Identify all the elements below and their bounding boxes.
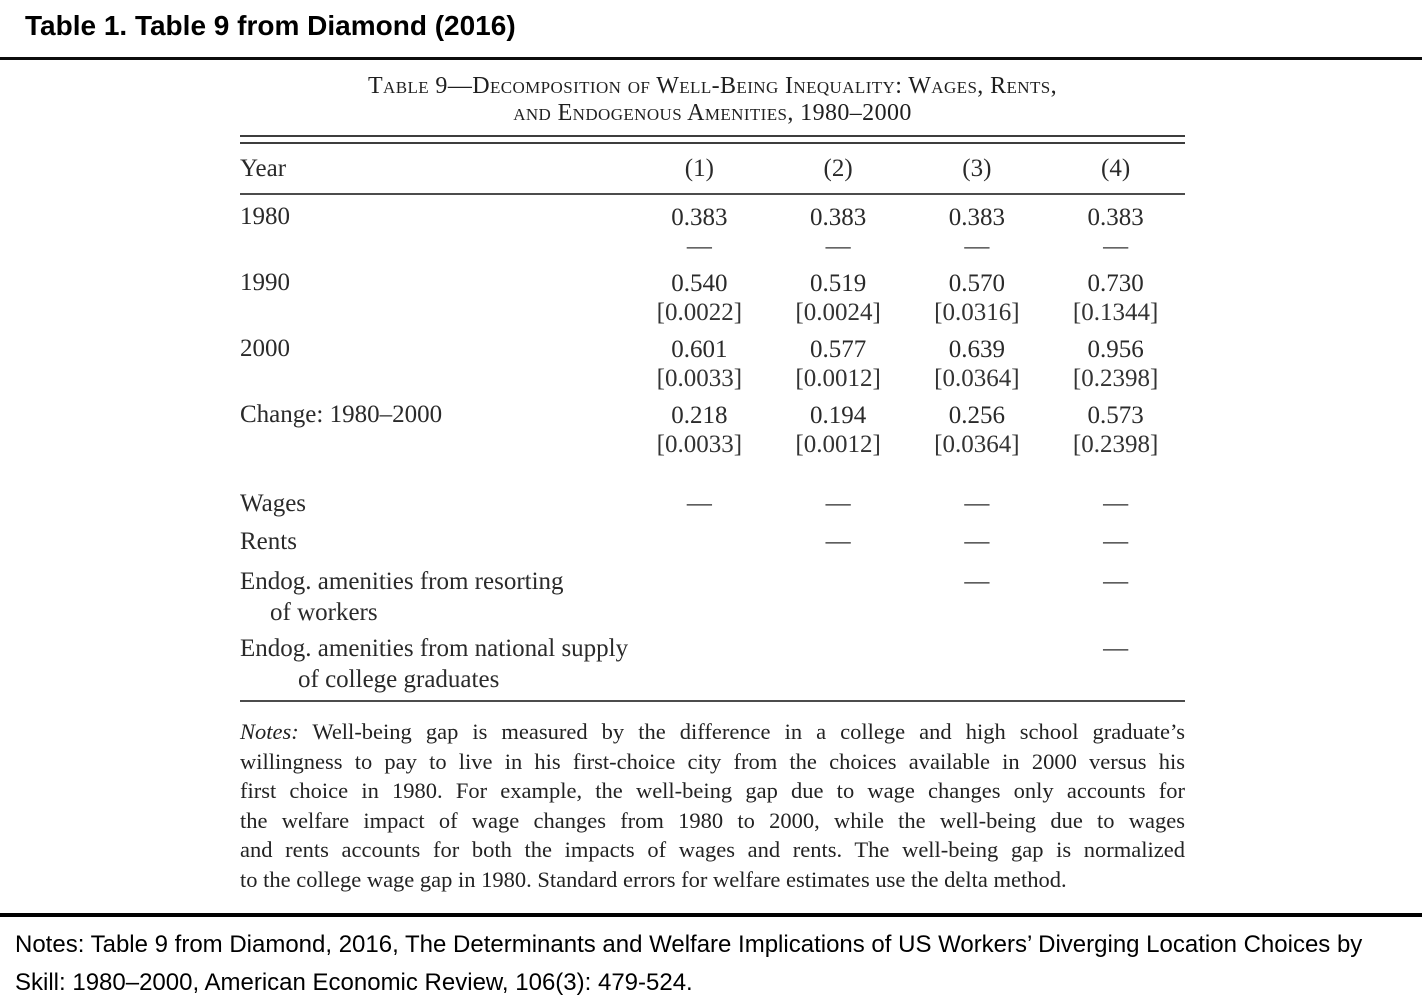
standard-error: [0.0024] (795, 299, 881, 326)
dash-mark: — (1103, 528, 1129, 555)
dash-mark: — (964, 233, 990, 260)
row-label: 2000 (240, 335, 290, 362)
value-cell: 0.730 [0.1344] (1046, 261, 1185, 327)
dash-mark: — (825, 528, 851, 555)
value-cell: 0.573 [0.2398] (1046, 393, 1185, 485)
dash-mark: — (825, 490, 851, 517)
dash-mark: — (686, 233, 712, 260)
dash-mark: — (1103, 568, 1129, 595)
column-header-1: (1) (630, 144, 769, 195)
component-row-wages: Wages — — — — (240, 485, 1185, 523)
value-cell: 0.383— (630, 194, 769, 261)
value-cell: 0.383— (908, 194, 1047, 261)
table-caption-line2: and Endogenous Amenities, 1980–2000 (513, 100, 912, 126)
row-label: Wages (240, 490, 307, 517)
standard-error: [0.2398] (1072, 365, 1159, 392)
column-header-4: (4) (1046, 144, 1185, 195)
notes-line: and rents accounts for both the impacts … (240, 837, 1185, 862)
value-cell: 0.639 [0.0364] (908, 327, 1047, 393)
standard-error: [0.0316] (934, 299, 1020, 326)
component-row-endog-national-supply: Endog. amenities from national supply of… (240, 628, 1185, 695)
table-caption: Table 9—Decomposition of Well-Being Ineq… (240, 73, 1185, 127)
value-cell: 0.956 [0.2398] (1046, 327, 1185, 393)
column-header-year: Year (240, 144, 630, 195)
standard-error: [0.2398] (1072, 431, 1159, 458)
notes-line: to the college wage gap in 1980. Standar… (240, 866, 1067, 892)
row-label: Endog. amenities from national supply of… (240, 635, 629, 693)
dash-mark: — (1103, 635, 1129, 662)
value-cell: 0.570 [0.0316] (908, 261, 1047, 327)
component-row-endog-resorting: Endog. amenities from resorting of worke… (240, 561, 1185, 628)
table-caption-line1: Table 9—Decomposition of Well-Being Ineq… (367, 73, 1058, 99)
standard-error: [0.0012] (795, 431, 881, 458)
dash-mark: — (825, 233, 851, 260)
row-label: Rents (240, 528, 297, 555)
standard-error: [0.0364] (934, 431, 1020, 458)
decomposition-table: Year (1) (2) (3) (4) 1980 0.383— 0.383— … (240, 144, 1185, 695)
value-cell: 0.383— (769, 194, 908, 261)
notes-label: Notes: (240, 719, 299, 744)
value-cell: 0.540 [0.0022] (630, 261, 769, 327)
dash-mark: — (964, 490, 990, 517)
standard-error: [0.0033] (656, 365, 743, 392)
standard-error: [0.1344] (1072, 299, 1159, 326)
dash-mark: — (1103, 233, 1129, 260)
row-label: 1980 (240, 203, 290, 230)
value-cell: 0.601 [0.0033] (630, 327, 769, 393)
table-row: Change: 1980–2000 0.218 [0.0033] 0.194 [0.… (240, 393, 1185, 485)
notes-line: first choice in 1980. For example, the w… (240, 778, 1185, 803)
value-cell: 0.218 [0.0033] (630, 393, 769, 485)
standard-error: [0.0033] (656, 431, 743, 458)
notes-line: willingness to pay to live in his first-… (240, 748, 1185, 774)
standard-error: [0.0022] (656, 299, 743, 326)
value-cell: 0.256 [0.0364] (908, 393, 1047, 485)
empty-cell (769, 561, 908, 628)
table-row: 1980 0.383— 0.383— 0.383— 0.383— (240, 194, 1185, 261)
empty-cell (908, 628, 1047, 695)
dash-mark: — (1103, 490, 1129, 517)
row-label: 1990 (240, 269, 290, 296)
table-top-double-rule (240, 135, 1185, 144)
empty-cell (630, 561, 769, 628)
component-row-rents: Rents — — — (240, 523, 1185, 561)
empty-cell (630, 628, 769, 695)
standard-error: [0.0364] (934, 365, 1020, 392)
table-bottom-rule (240, 700, 1185, 702)
dash-mark: — (964, 568, 990, 595)
value-cell: 0.519 [0.0024] (769, 261, 908, 327)
empty-cell (769, 628, 908, 695)
figure-footer: Notes: Table 9 from Diamond, 2016, The D… (0, 926, 1422, 1002)
dash-mark: — (686, 490, 712, 517)
page-title: Table 1. Table 9 from Diamond (2016) (25, 10, 516, 41)
table-notes: Notes: Well-being gap is measured by the… (240, 717, 1185, 894)
row-label: Endog. amenities from resorting of worke… (240, 568, 564, 626)
dash-mark: — (964, 528, 990, 555)
value-cell: 0.194 [0.0012] (769, 393, 908, 485)
value-cell: 0.577 [0.0012] (769, 327, 908, 393)
column-header-3: (3) (907, 144, 1047, 195)
table-row: 1990 0.540 [0.0022] 0.519 [0.0024] 0.570 [0… (240, 261, 1185, 327)
notes-line: the welfare impact of wage changes from … (240, 807, 1185, 833)
source-citation: Notes: Table 9 from Diamond, 2016, The D… (15, 931, 1363, 996)
value-cell: 0.383— (1046, 194, 1185, 261)
top-divider (0, 57, 1422, 60)
row-label: Change: 1980–2000 (240, 401, 443, 428)
footer-divider (0, 913, 1422, 917)
figure-header: Table 1. Table 9 from Diamond (2016) (0, 6, 1422, 46)
standard-error: [0.0012] (795, 365, 881, 392)
empty-cell (630, 523, 769, 561)
table-header-row: Year (1) (2) (3) (4) (240, 144, 1185, 195)
table-row: 2000 0.601 [0.0033] 0.577 [0.0012] 0.639 [0… (240, 327, 1185, 393)
paper-table-figure: Table 9—Decomposition of Well-Being Ineq… (240, 73, 1185, 894)
column-header-2: (2) (768, 144, 908, 195)
notes-line: Notes: Well-being gap is measured by the… (240, 719, 1185, 744)
